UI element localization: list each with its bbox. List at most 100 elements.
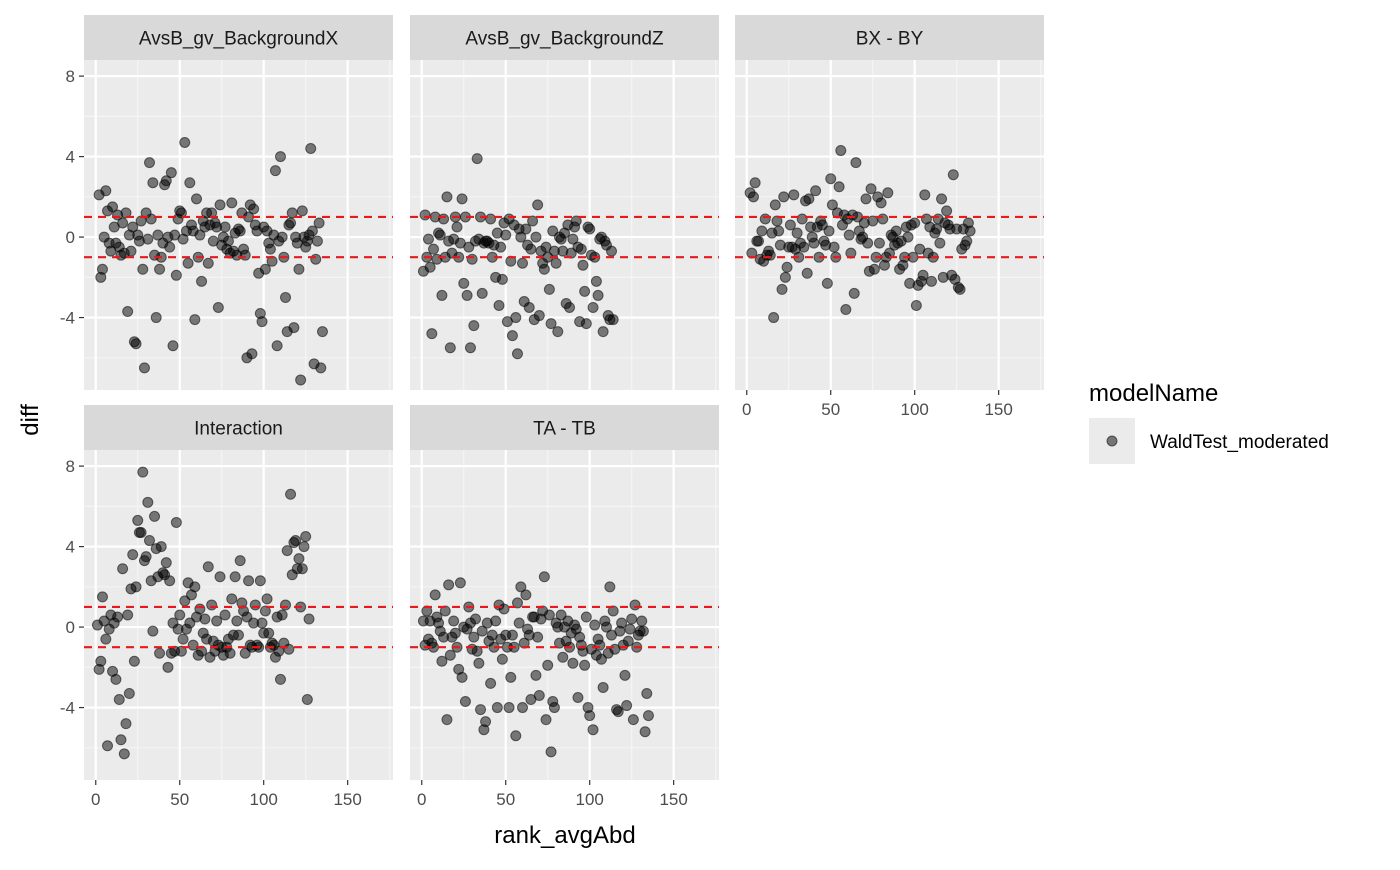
data-point [137, 263, 149, 275]
data-point [543, 283, 555, 295]
data-point [162, 661, 174, 673]
data-point [202, 257, 214, 269]
data-point [606, 245, 618, 257]
data-point [476, 625, 488, 637]
data-point [781, 261, 793, 273]
data-point [595, 653, 607, 665]
data-point [117, 217, 129, 229]
data-point [600, 621, 612, 633]
panel-background-interaction [84, 450, 393, 780]
data-point [480, 716, 492, 728]
data-point [184, 177, 196, 189]
x-tick-label: 50 [821, 400, 840, 419]
data-point [296, 205, 308, 217]
data-point [590, 275, 602, 287]
data-point [778, 191, 790, 203]
x-tick-label: 150 [659, 790, 687, 809]
data-point [165, 167, 177, 179]
data-point [587, 302, 599, 313]
y-tick-label: 4 [66, 148, 75, 167]
data-point [436, 289, 448, 301]
data-point [498, 603, 510, 615]
data-point [219, 221, 231, 233]
data-point [249, 599, 261, 611]
data-point [241, 611, 253, 623]
data-point [115, 734, 127, 746]
data-point [545, 318, 557, 330]
data-point [140, 551, 152, 563]
data-point [143, 535, 155, 547]
data-point [570, 215, 582, 227]
data-point [533, 310, 545, 322]
data-point [271, 340, 283, 352]
data-point [624, 623, 636, 635]
data-point [567, 233, 579, 245]
data-point [910, 299, 922, 311]
data-point [877, 213, 889, 225]
data-point [434, 229, 446, 241]
data-point [500, 229, 512, 241]
data-point [511, 348, 523, 360]
data-point [803, 193, 815, 205]
data-point [290, 535, 302, 547]
data-point [154, 263, 166, 275]
data-point [120, 207, 132, 219]
data-point [612, 706, 624, 718]
legend-key-point [1106, 435, 1118, 447]
data-point [801, 267, 813, 279]
data-point [264, 243, 276, 255]
data-point [143, 157, 155, 169]
data-point [222, 235, 234, 247]
data-point [545, 746, 557, 758]
legend-title: modelName [1089, 380, 1218, 407]
data-point [533, 689, 545, 701]
data-point [538, 571, 550, 583]
y-tick-label: 0 [66, 228, 75, 247]
data-point [821, 277, 833, 289]
data-point [510, 730, 522, 742]
data-point [530, 669, 542, 681]
data-point [117, 563, 129, 575]
data-point [224, 647, 236, 659]
y-tick-label: -4 [60, 699, 75, 718]
data-point [293, 553, 305, 565]
facet-strip-bx-by [735, 15, 1044, 60]
y-tick-label: 4 [66, 538, 75, 557]
data-point [954, 283, 966, 295]
data-point [303, 613, 315, 625]
y-tick-label: 8 [66, 457, 75, 476]
data-point [639, 726, 651, 738]
data-point [868, 263, 880, 275]
data-point [564, 302, 576, 313]
data-point [527, 215, 539, 227]
data-point [122, 306, 134, 318]
data-point [113, 694, 125, 706]
data-point [145, 213, 157, 225]
data-point [636, 615, 648, 627]
data-point [485, 677, 497, 689]
data-point [102, 740, 114, 752]
data-point [214, 571, 226, 583]
data-point [461, 289, 473, 301]
data-point [776, 283, 788, 295]
data-point [641, 687, 653, 699]
data-point [234, 225, 246, 237]
data-point [759, 213, 771, 225]
data-point [642, 710, 654, 722]
data-point [306, 225, 318, 237]
data-point [135, 527, 147, 538]
data-point [191, 193, 203, 205]
data-point [764, 249, 776, 261]
data-point [550, 257, 562, 269]
data-point [315, 362, 327, 374]
data-point [768, 312, 780, 324]
data-point [444, 342, 456, 354]
data-point [280, 291, 292, 303]
data-point [580, 318, 592, 330]
data-point [616, 617, 628, 629]
data-point [96, 263, 108, 275]
data-point [160, 175, 172, 187]
data-point [202, 561, 214, 573]
data-point [567, 657, 579, 669]
